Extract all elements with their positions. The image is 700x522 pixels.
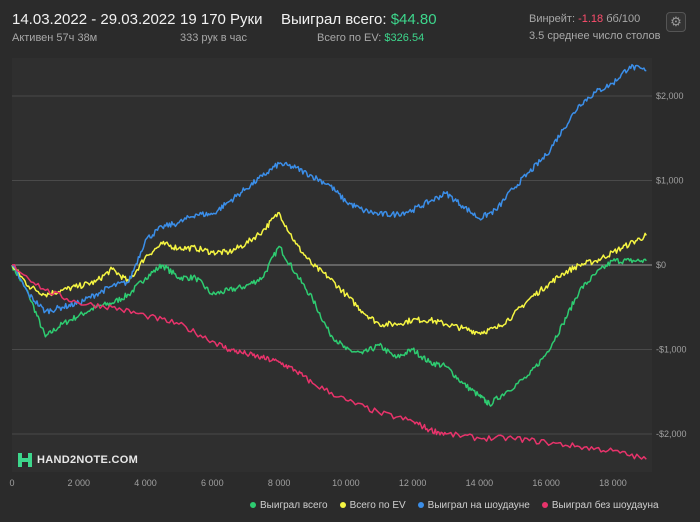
x-tick-label: 18 000 [599,478,627,488]
legend-item[interactable]: Выиграл без шоудауна [541,500,659,511]
x-tick-label: 14 000 [466,478,494,488]
won-total: Выиграл всего: $44.80 [281,11,437,28]
legend-marker [417,502,424,509]
series-line [11,245,647,407]
x-tick-label: 6 000 [201,478,224,488]
hands-per-hour: 333 рук в час [180,32,248,44]
x-tick-label: 8 000 [268,478,291,488]
legend-label: Выиграл всего [260,500,328,511]
series-line [11,211,647,336]
winnings-chart: $2,000 $1,000 $0 -$1,000 -$2,000 0 2 000 4 000 6… [9,58,687,488]
y-tick-label: $1,000 [656,176,684,186]
x-tick-label: 16 000 [532,478,560,488]
x-tick-label: 2 000 [68,478,91,488]
series-line [11,63,647,315]
avg-tables: 3.5 среднее число столов [529,30,661,42]
gear-icon: ⚙ [670,14,682,29]
logo-text: HAND2NOTE.COM [37,454,139,466]
y-tick-label: $2,000 [656,91,684,101]
legend-item[interactable]: Выиграл на шоудауне [417,500,530,511]
y-tick-label: $0 [656,260,666,270]
winrate-value: -1.18 [578,13,604,25]
winrate: Винрейт: -1.18 бб/100 [529,13,640,25]
date-range: 14.03.2022 - 29.03.2022 [12,11,176,28]
ev-total-value: $326.54 [384,32,425,44]
legend-label: Выиграл на шоудауне [427,500,530,511]
chart-legend: Выиграл всего Всего по EV Выиграл на шоуда… [250,500,671,511]
x-tick-label: 12 000 [399,478,427,488]
ev-total: Всего по EV: $326.54 [317,32,424,44]
hands-count: 19 170 Руки [180,11,263,28]
x-tick-label: 0 [9,478,14,488]
winrate-unit: бб/100 [606,13,641,25]
legend-item[interactable]: Всего по EV [339,500,406,511]
y-tick-label: -$2,000 [656,429,687,439]
won-total-value: $44.80 [390,11,437,28]
ev-total-label: Всего по EV: [317,32,382,44]
legend-marker [250,502,256,509]
logo-mark-icon [18,453,32,467]
series-line [11,263,647,460]
winrate-label: Винрейт: [529,13,576,25]
won-total-label: Выиграл всего: [281,11,387,28]
legend-marker [339,502,346,509]
x-tick-label: 10 000 [332,478,360,488]
legend-label: Всего по EV [349,500,406,511]
legend-label: Выиграл без шоудауна [551,500,659,511]
hand2note-logo: HAND2NOTE.COM [18,453,138,467]
legend-item[interactable]: Выиграл всего [250,500,328,511]
x-tick-label: 4 000 [134,478,157,488]
active-time: Активен 57ч 38м [12,32,98,44]
legend-marker [541,502,548,509]
y-tick-label: -$1,000 [656,344,687,354]
stats-header: 14.03.2022 - 29.03.2022 Активен 57ч 38м … [0,0,700,50]
settings-button[interactable]: ⚙ [666,12,686,32]
